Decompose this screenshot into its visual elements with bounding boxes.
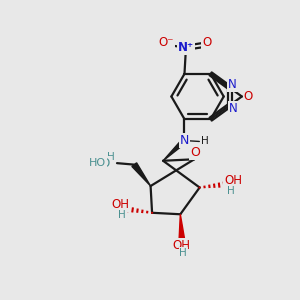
Text: O: O (190, 146, 200, 159)
Text: N⁺: N⁺ (178, 41, 194, 54)
Text: O: O (244, 90, 253, 103)
Text: OH: OH (224, 175, 242, 188)
Text: N: N (180, 134, 189, 147)
Text: H: H (106, 152, 114, 162)
Text: H: H (227, 186, 234, 196)
Text: N: N (229, 102, 238, 115)
Polygon shape (179, 214, 184, 239)
Text: OH: OH (173, 239, 191, 252)
Text: H: H (118, 210, 126, 220)
Text: OH: OH (111, 198, 129, 211)
Text: H: H (201, 136, 208, 146)
Text: H: H (179, 248, 187, 258)
Text: O: O (100, 157, 109, 169)
Text: O: O (202, 36, 212, 50)
Text: O⁻: O⁻ (158, 36, 174, 50)
Polygon shape (132, 163, 151, 186)
Text: HO: HO (89, 158, 106, 168)
Text: N: N (228, 78, 237, 91)
Polygon shape (163, 139, 186, 161)
